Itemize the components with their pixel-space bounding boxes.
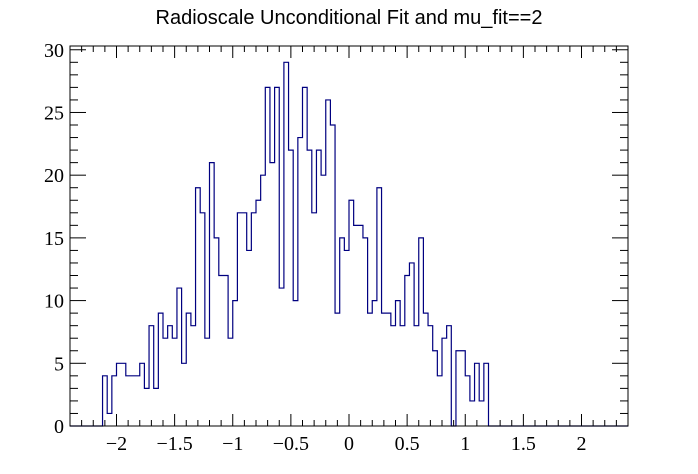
x-tick-label: −0.5 bbox=[273, 433, 309, 455]
x-tick-label: −2 bbox=[106, 433, 127, 455]
y-tick-label: 10 bbox=[44, 291, 64, 313]
x-tick-label: 1.5 bbox=[511, 433, 536, 455]
y-tick-label: 15 bbox=[44, 228, 64, 250]
y-tick-label: 0 bbox=[54, 416, 64, 438]
histogram-series-line bbox=[70, 61, 628, 427]
x-axis: −2 −1.5 −1 −0.5 0 0.5 1 1.5 2 bbox=[69, 46, 629, 455]
x-tick-label: 0.5 bbox=[395, 433, 420, 455]
x-tick-label: −1 bbox=[222, 433, 243, 455]
y-tick-label: 20 bbox=[44, 165, 64, 187]
chart-title: Radioscale Unconditional Fit and mu_fit=… bbox=[156, 7, 543, 29]
plot-frame bbox=[69, 45, 629, 427]
y-tick-label: 30 bbox=[44, 40, 64, 62]
x-tick-label: −1.5 bbox=[156, 433, 192, 455]
y-tick-label: 5 bbox=[54, 353, 64, 375]
y-tick-label: 25 bbox=[44, 102, 64, 124]
x-tick-label: 1 bbox=[460, 433, 470, 455]
x-tick-label: 2 bbox=[577, 433, 587, 455]
y-axis: 0 5 10 15 20 25 30 bbox=[44, 40, 628, 438]
x-tick-label: 0 bbox=[344, 433, 354, 455]
